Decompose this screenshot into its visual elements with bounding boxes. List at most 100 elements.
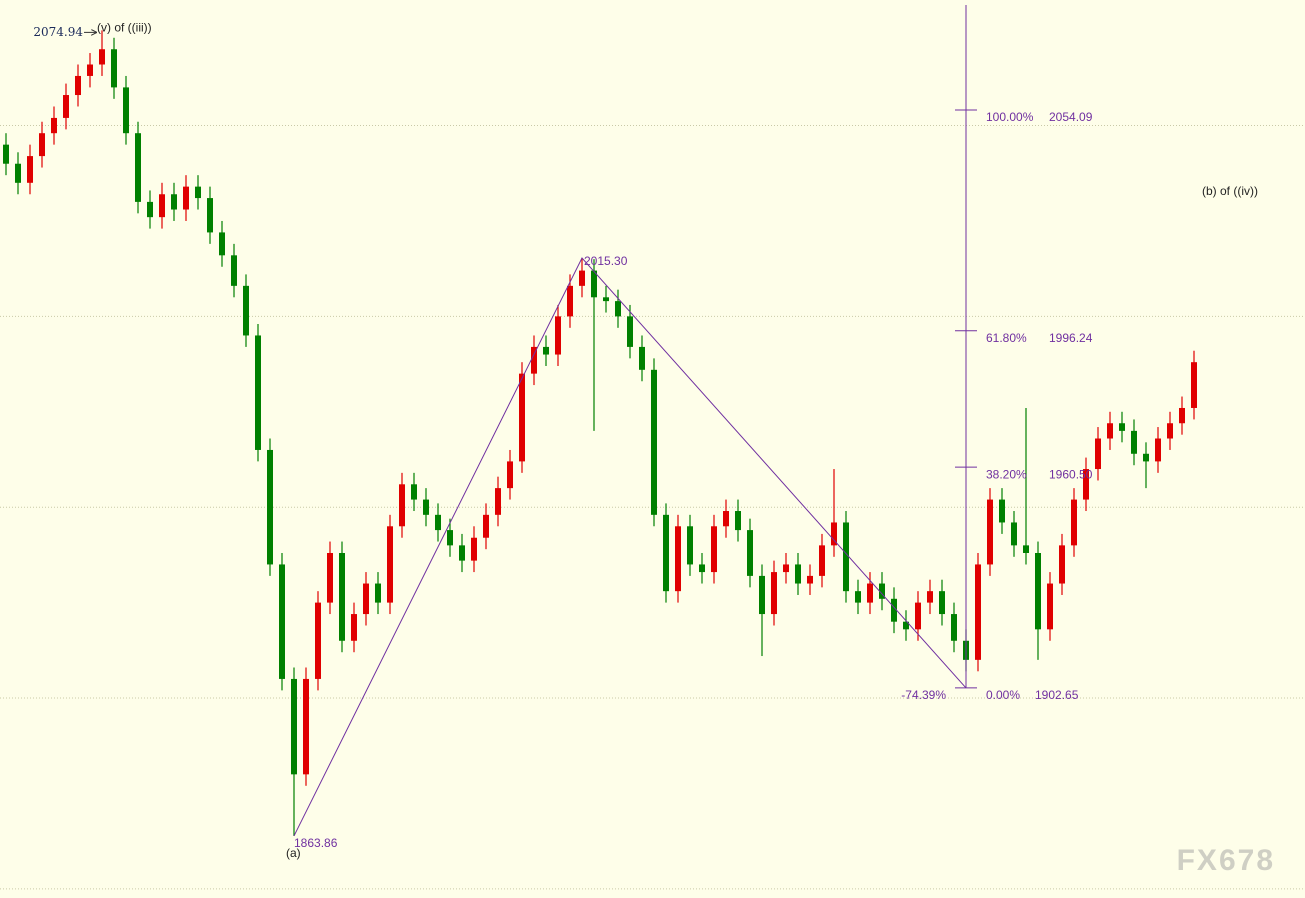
candle-body xyxy=(483,514,489,538)
candle-body xyxy=(927,591,933,603)
candle-body xyxy=(147,201,153,218)
candle-body xyxy=(267,449,273,565)
watermark: FX678 xyxy=(1177,844,1275,877)
peak-wave: (v) of ((iii)) xyxy=(97,21,152,35)
candle-body xyxy=(423,499,429,515)
candle-body xyxy=(135,133,141,202)
candle-body xyxy=(375,583,381,603)
peak-price: 2074.94 xyxy=(33,25,83,39)
candle-body xyxy=(1035,552,1041,630)
candle-body xyxy=(303,678,309,775)
candle-body xyxy=(723,511,729,527)
candle-body xyxy=(831,522,837,546)
candle-body xyxy=(159,194,165,218)
candle-body xyxy=(3,144,9,164)
candle-body xyxy=(447,530,453,546)
fib-percent: 38.20% xyxy=(986,467,1027,481)
candle-body xyxy=(591,270,597,298)
candle-body xyxy=(519,373,525,462)
candle-body xyxy=(867,583,873,603)
candle-body xyxy=(843,522,849,592)
candle-body xyxy=(1047,583,1053,630)
candle-body xyxy=(531,346,537,374)
candle-body xyxy=(1083,469,1089,500)
candle-body xyxy=(783,564,789,573)
candle-body xyxy=(1179,407,1185,424)
candle-body xyxy=(27,156,33,183)
candle-body xyxy=(219,232,225,256)
candle-body xyxy=(543,346,549,355)
candle-body xyxy=(819,545,825,576)
candle-body xyxy=(87,64,93,76)
candle-body xyxy=(1107,423,1113,439)
candle-body xyxy=(771,572,777,615)
candle-body xyxy=(1155,438,1161,462)
fib-percent: 61.80% xyxy=(986,331,1027,345)
candle-body xyxy=(327,552,333,603)
candle-body xyxy=(951,614,957,641)
candle-body xyxy=(579,270,585,286)
candle-body xyxy=(999,499,1005,523)
candle-body xyxy=(255,335,261,450)
candle-body xyxy=(411,484,417,500)
candle-body xyxy=(627,316,633,347)
candle-body xyxy=(687,526,693,565)
candle-body xyxy=(171,194,177,210)
candle-body xyxy=(663,514,669,592)
zigzag-line xyxy=(293,257,967,837)
candle-body xyxy=(387,526,393,603)
candle-body xyxy=(675,526,681,592)
candle-body xyxy=(123,87,129,134)
candle-body xyxy=(711,526,717,573)
candle-body xyxy=(855,591,861,603)
candle-body xyxy=(1071,499,1077,546)
fib-percent: 0.00% xyxy=(986,688,1020,702)
candle-body xyxy=(987,499,993,565)
candle-body xyxy=(891,598,897,622)
candle-body xyxy=(507,461,513,489)
candle-body xyxy=(699,564,705,573)
candle-body xyxy=(747,530,753,576)
candle-body xyxy=(63,95,69,118)
candle-body xyxy=(339,552,345,641)
wave-label: (a) xyxy=(286,846,301,860)
candle-body xyxy=(399,484,405,527)
candle-body xyxy=(291,678,297,775)
candle-body xyxy=(75,75,81,96)
candle-body xyxy=(879,583,885,599)
candle-body xyxy=(351,614,357,641)
fib-price: 1902.65 xyxy=(1035,688,1079,702)
fib-price: 1996.24 xyxy=(1049,331,1093,345)
candle-body xyxy=(183,186,189,210)
candle-body xyxy=(231,255,237,286)
candle-body xyxy=(1143,453,1149,462)
candle-body xyxy=(471,537,477,561)
candle-body xyxy=(759,575,765,615)
candle-body xyxy=(363,583,369,615)
fib-extension: -74.39% xyxy=(901,688,946,702)
candle-body xyxy=(639,346,645,370)
candle-body xyxy=(315,602,321,679)
candle-body xyxy=(1011,522,1017,546)
fib-percent: 100.00% xyxy=(986,110,1034,124)
candle-body xyxy=(903,621,909,630)
candle-body xyxy=(1191,362,1197,408)
wave-label: (b) of ((iv)) xyxy=(1202,184,1258,198)
candle-body xyxy=(207,198,213,233)
candle-body xyxy=(195,186,201,199)
candle-body xyxy=(435,514,441,531)
candle-body xyxy=(39,133,45,157)
candle-body xyxy=(735,511,741,531)
candle-body xyxy=(567,285,573,317)
candle-body xyxy=(243,285,249,336)
zigzag-label: 1863.86 xyxy=(294,836,338,850)
candle-body xyxy=(15,163,21,183)
fib-price: 1960.50 xyxy=(1049,467,1093,481)
candle-body xyxy=(99,49,105,65)
candle-body xyxy=(1119,423,1125,431)
candle-body xyxy=(279,564,285,679)
candle-body xyxy=(495,488,501,515)
candle-body xyxy=(975,564,981,660)
